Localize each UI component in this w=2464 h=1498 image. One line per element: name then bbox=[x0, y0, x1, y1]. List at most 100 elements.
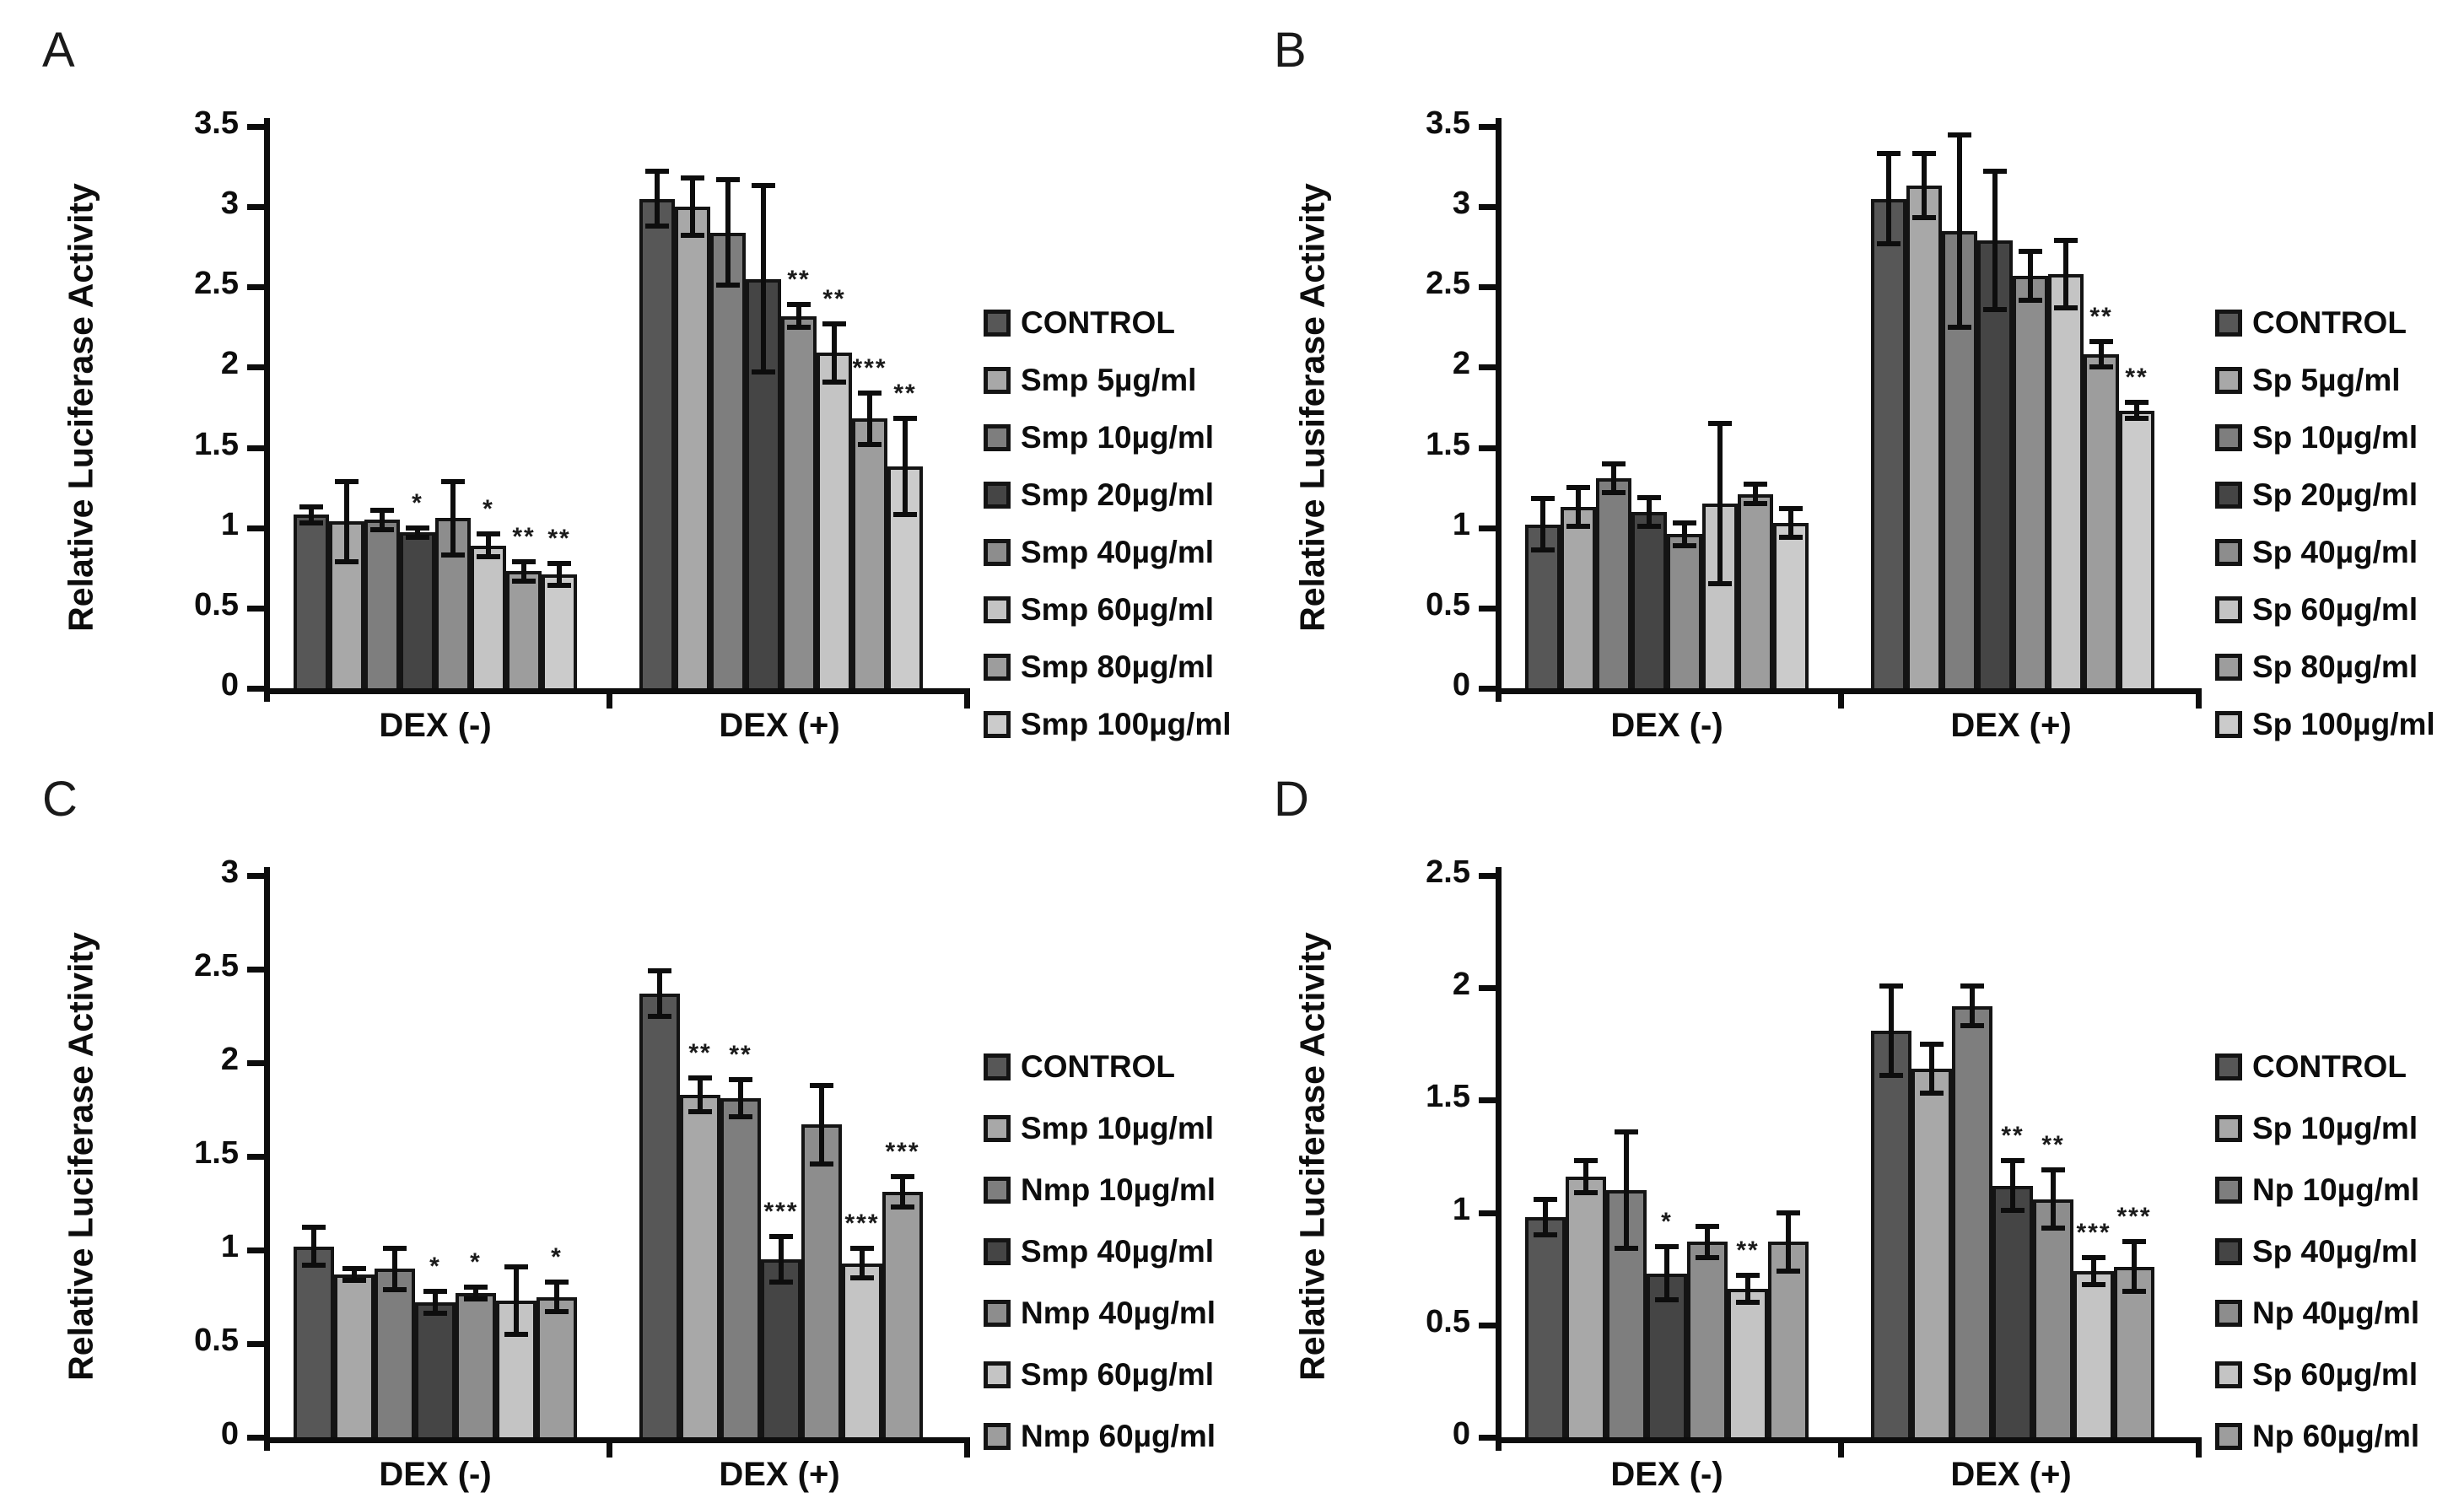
legend-item: Np 40µg/ml bbox=[2215, 1296, 2419, 1331]
error-bar-cap-top bbox=[302, 1225, 326, 1231]
error-bar-cap-bottom bbox=[2122, 1288, 2146, 1294]
x-axis-end-tick bbox=[2196, 1437, 2202, 1458]
error-bar-cap-top bbox=[1912, 151, 1936, 157]
x-axis-line bbox=[264, 1437, 970, 1443]
error-bar-cap-top bbox=[1877, 151, 1901, 157]
significance-marker: * bbox=[412, 488, 423, 517]
error-bar-line bbox=[903, 418, 908, 515]
error-bar-cap-top bbox=[335, 478, 359, 484]
error-bar-cap-top bbox=[441, 478, 465, 484]
legend-label: Smp 40µg/ml bbox=[1021, 535, 1214, 569]
significance-marker: ** bbox=[2001, 1122, 2025, 1150]
legend-label: Smp 60µg/ml bbox=[1021, 592, 1214, 627]
error-bar-cap-top bbox=[299, 504, 323, 509]
error-bar-cap-top bbox=[858, 390, 882, 396]
error-bar-cap-top bbox=[2001, 1158, 2025, 1164]
error-bar-cap-top bbox=[1602, 461, 1626, 466]
error-bar-cap-bottom bbox=[1920, 1091, 1944, 1097]
panel-letter: C bbox=[42, 772, 78, 827]
legend-label: Smp 10µg/ml bbox=[1021, 420, 1214, 455]
error-bar-cap-top bbox=[752, 183, 775, 189]
error-bar-cap-top bbox=[504, 1264, 528, 1269]
error-bar-line bbox=[2132, 1242, 2137, 1291]
error-bar-line bbox=[867, 392, 872, 445]
legend-label: Sp 80µg/ml bbox=[2252, 649, 2418, 684]
y-tick-mark bbox=[1479, 525, 1496, 531]
legend-item: Nmp 10µg/ml bbox=[984, 1172, 1216, 1208]
error-bar-cap-bottom bbox=[406, 535, 429, 541]
y-tick-mark bbox=[247, 204, 264, 211]
error-bar-line bbox=[433, 1291, 438, 1314]
x-group-label: DEX (+) bbox=[1950, 707, 2072, 744]
legend-item: CONTROL bbox=[2215, 305, 2435, 341]
bar bbox=[1561, 506, 1596, 688]
y-tick-mark bbox=[1479, 1210, 1496, 1216]
error-bar-line bbox=[486, 534, 491, 557]
error-bar-line bbox=[352, 1269, 357, 1280]
error-bar-line bbox=[1611, 463, 1616, 493]
error-bar-cap-bottom bbox=[2125, 416, 2149, 422]
legend-label: Sp 10µg/ml bbox=[2252, 420, 2418, 455]
legend-swatch bbox=[2215, 310, 2242, 337]
x-axis-mid-tick bbox=[607, 688, 612, 709]
error-bar-line bbox=[309, 506, 314, 523]
bar bbox=[415, 1302, 456, 1437]
error-bar-cap-bottom bbox=[1983, 306, 2007, 312]
bar bbox=[1773, 523, 1809, 688]
bar bbox=[1702, 504, 1738, 688]
legend-label: Sp 5µg/ml bbox=[2252, 363, 2401, 397]
error-bar-line bbox=[2099, 341, 2104, 368]
legend-item: Sp 60µg/ml bbox=[2215, 1357, 2419, 1393]
legend-item: Smp 40µg/ml bbox=[984, 1234, 1216, 1269]
error-bar-cap-bottom bbox=[893, 512, 917, 518]
error-bar-line bbox=[698, 1077, 703, 1112]
y-axis-line bbox=[1496, 867, 1502, 1451]
legend-label: Smp 100µg/ml bbox=[1021, 707, 1232, 741]
y-tick-label: 2.5 bbox=[1426, 266, 1470, 302]
error-bar-cap-bottom bbox=[545, 1309, 569, 1315]
legend-item: Smp 60µg/ml bbox=[984, 1357, 1216, 1393]
error-bar-cap-top bbox=[1960, 983, 1984, 989]
error-bar-line bbox=[860, 1247, 865, 1279]
error-bar-cap-bottom bbox=[1574, 1189, 1598, 1195]
legend: CONTROL Smp 5µg/ml Smp 10µg/ml Smp 20µg/ml S… bbox=[984, 305, 1232, 764]
y-tick-label: 3 bbox=[220, 854, 239, 890]
error-bar-cap-top bbox=[810, 1082, 833, 1088]
bar bbox=[1596, 477, 1631, 688]
error-bar-cap-top bbox=[2054, 238, 2078, 244]
significance-marker: *** bbox=[763, 1198, 799, 1226]
bar bbox=[639, 993, 680, 1437]
significance-marker: * bbox=[483, 495, 494, 524]
legend-swatch bbox=[2215, 654, 2242, 681]
legend-item: CONTROL bbox=[984, 1049, 1216, 1085]
significance-marker: * bbox=[1661, 1207, 1673, 1236]
x-axis-mid-tick bbox=[607, 1437, 612, 1458]
y-axis-title: Relative Lusiferase Activity bbox=[1292, 183, 1332, 632]
error-bar-cap-top bbox=[645, 169, 669, 175]
error-bar-cap-bottom bbox=[2019, 297, 2042, 303]
y-tick-mark bbox=[1479, 605, 1496, 612]
y-tick-label: 1.5 bbox=[1426, 426, 1470, 462]
x-axis-mid-tick bbox=[1838, 688, 1844, 709]
error-bar-cap-top bbox=[477, 531, 500, 537]
y-tick-mark bbox=[1479, 1097, 1496, 1104]
bar bbox=[1631, 511, 1667, 688]
error-bar-cap-bottom bbox=[1877, 240, 1901, 246]
legend-swatch bbox=[984, 1423, 1011, 1450]
legend-item: Sp 10µg/ml bbox=[2215, 420, 2435, 455]
error-bar-cap-bottom bbox=[1912, 215, 1936, 221]
error-bar-line bbox=[514, 1266, 519, 1334]
error-bar-cap-bottom bbox=[1736, 1300, 1760, 1306]
error-bar-cap-top bbox=[1534, 1196, 1557, 1202]
error-bar-cap-top bbox=[822, 321, 846, 327]
legend-item: Smp 100µg/ml bbox=[984, 707, 1232, 742]
error-bar-cap-top bbox=[342, 1266, 366, 1272]
error-bar-cap-bottom bbox=[681, 233, 704, 239]
y-tick-mark bbox=[247, 873, 264, 879]
error-bar-cap-top bbox=[406, 525, 429, 531]
legend-label: Sp 10µg/ml bbox=[2252, 1111, 2418, 1145]
error-bar-cap-top bbox=[1696, 1223, 1719, 1229]
significance-marker: ** bbox=[2041, 1130, 2065, 1159]
y-axis-title: Relative Luciferase Activity bbox=[61, 932, 100, 1381]
significance-marker: *** bbox=[2076, 1218, 2111, 1247]
